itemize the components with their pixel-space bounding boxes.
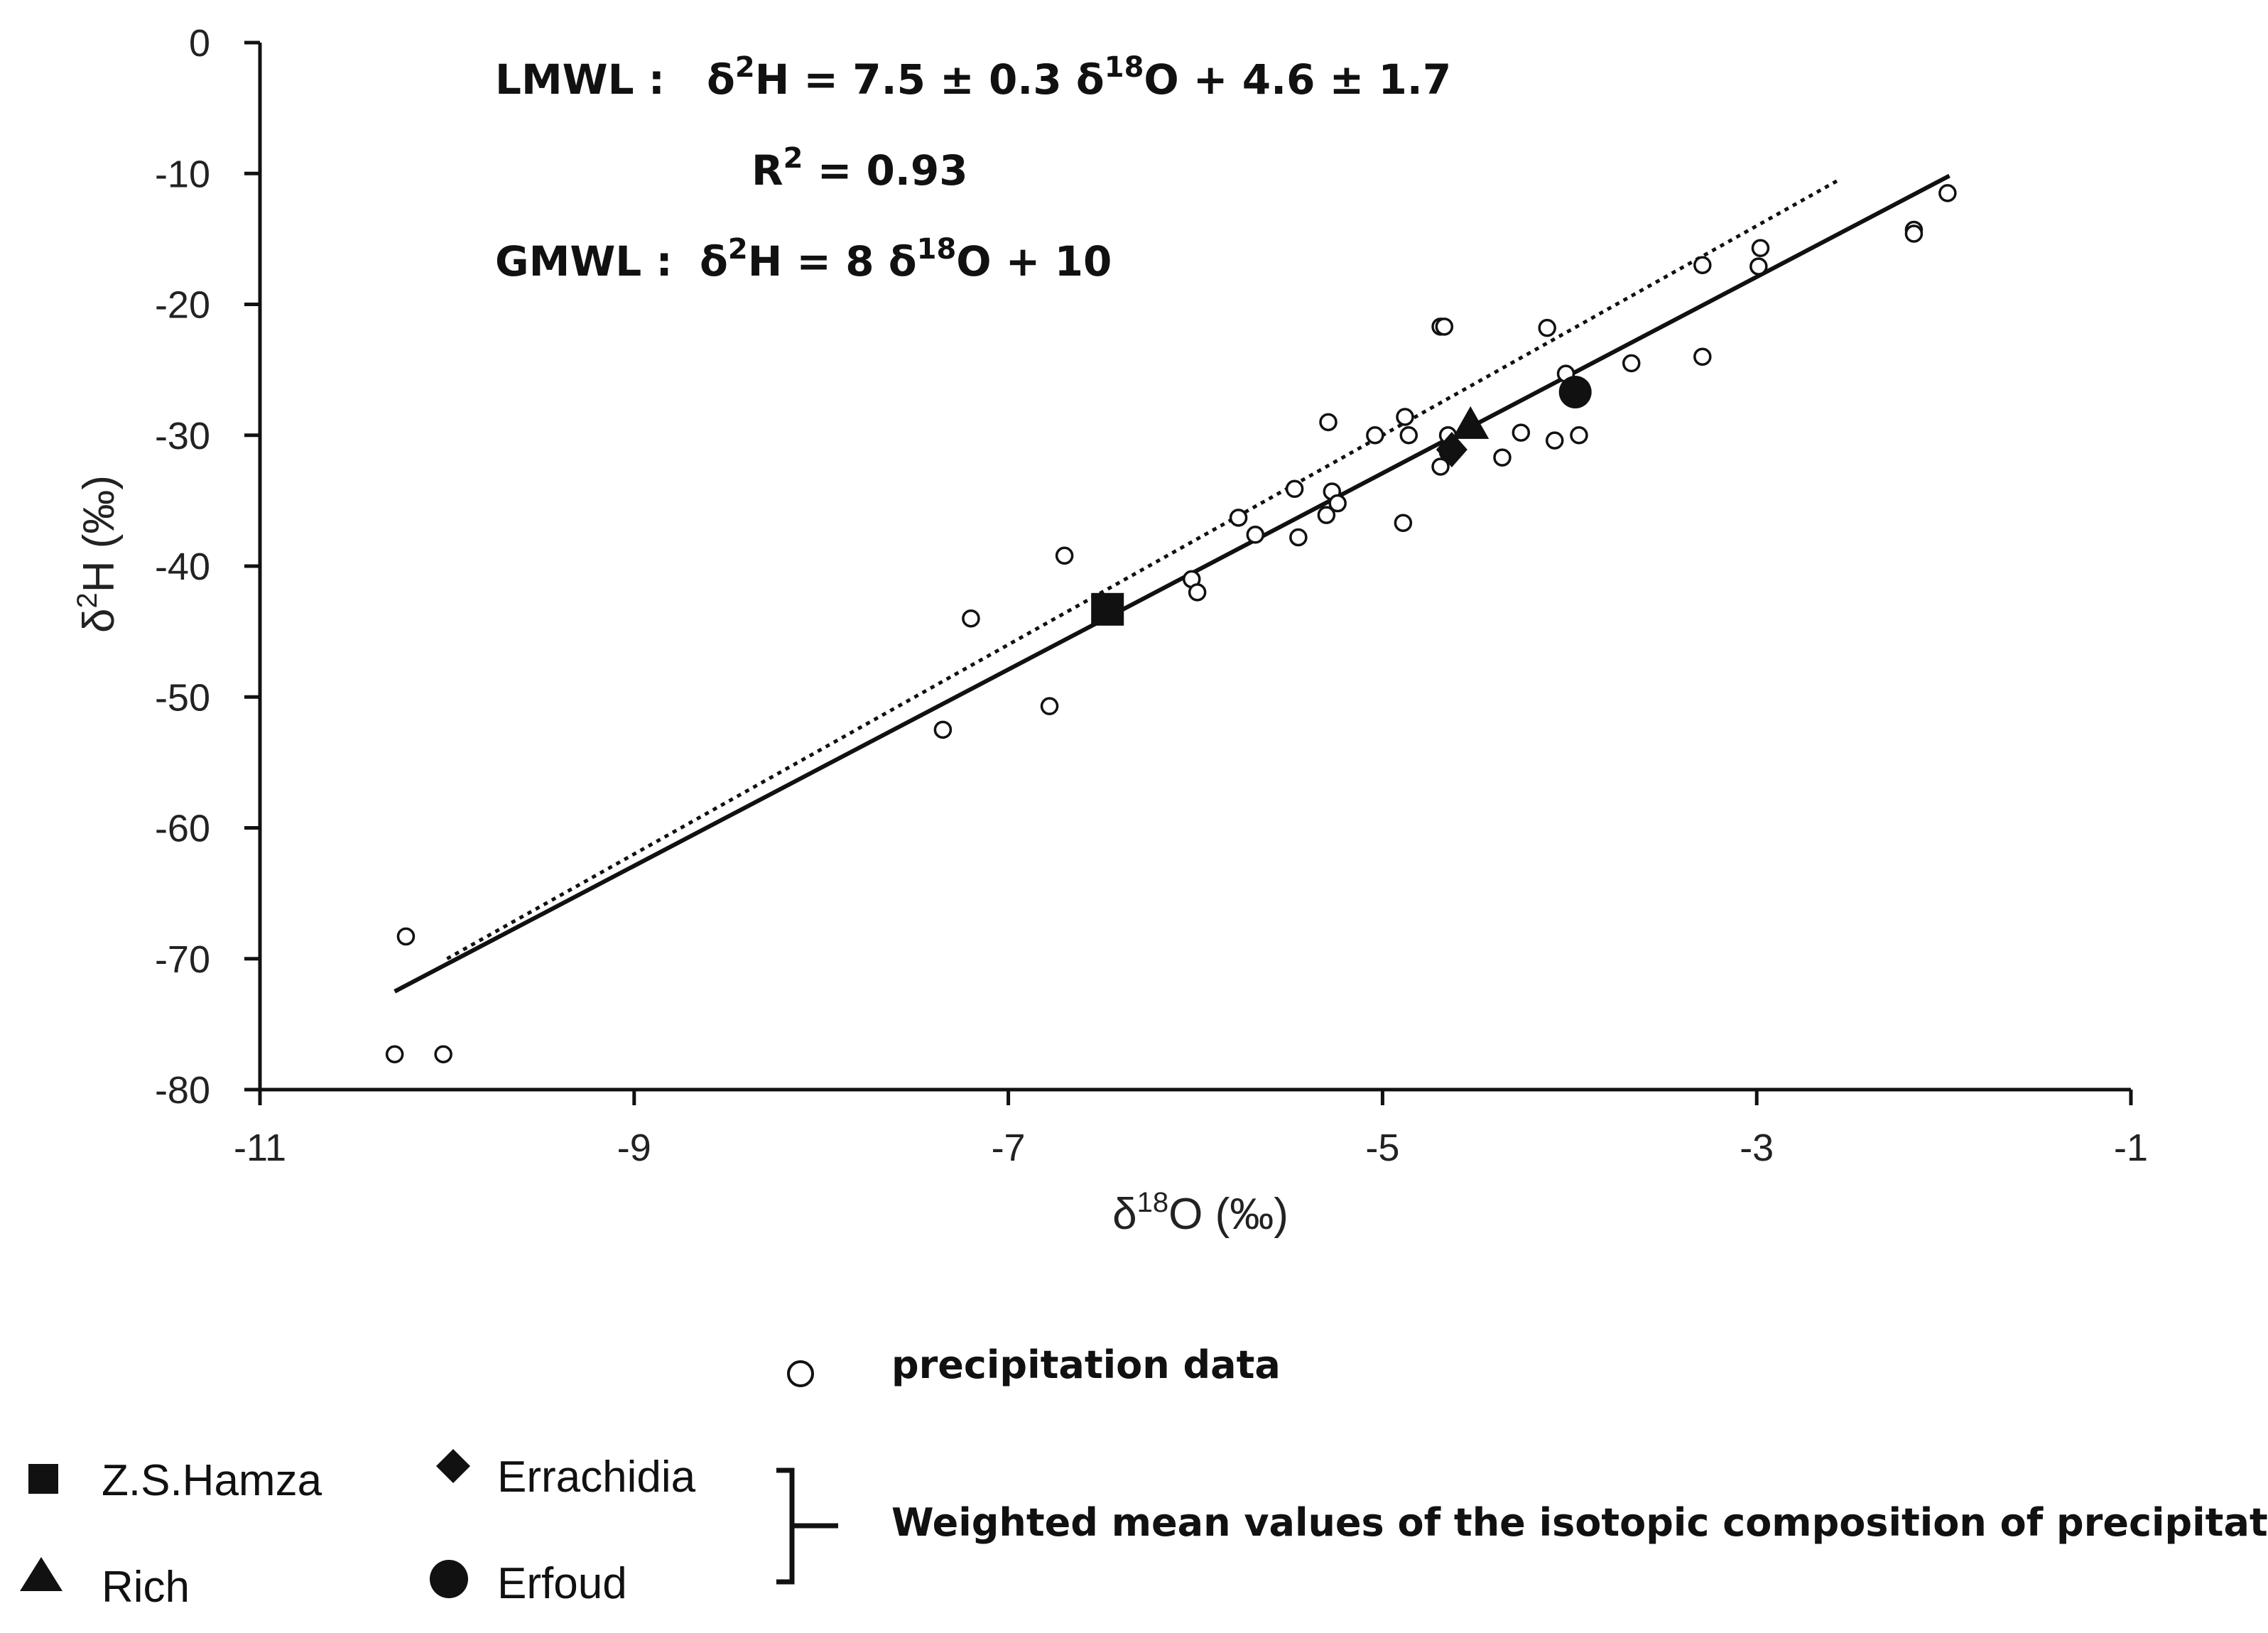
axes: -11 -9 -7 -5 -3 -10-10-20-30-40-50-60-70-80 — [155, 22, 2148, 1169]
precipitation-data-point — [1431, 457, 1450, 476]
precipitation-data-point — [1319, 413, 1338, 432]
legend: precipitation data Z.S.Hamza Errachidia … — [20, 1342, 2268, 1612]
legend-rich-label: Rich — [102, 1563, 190, 1612]
gmwl-sup1: 2 — [728, 233, 748, 266]
precipitation-data-point — [1512, 423, 1531, 442]
x-tick-label: -1 — [2114, 1127, 2148, 1169]
precipitation-data-point — [1751, 239, 1770, 258]
legend-precipitation-marker — [787, 1360, 814, 1387]
lmwl-d: δ — [707, 55, 735, 104]
y-axis-title: δ2H (‰) — [72, 475, 124, 633]
precipitation-data-point — [1229, 509, 1248, 527]
x-axis-title-rest: O (‰) — [1168, 1190, 1288, 1239]
data-points — [385, 184, 1957, 1064]
x-tick-label: -3 — [1740, 1127, 1774, 1169]
regression-lines — [394, 173, 1950, 994]
gmwl-equation: GMWL : δ2H = 8 δ18O + 10 — [495, 233, 1112, 286]
precipitation-data-point — [1749, 257, 1768, 276]
gmwl-mid1: H = 8 δ — [748, 237, 917, 286]
gmwl-sup2: 18 — [917, 233, 957, 266]
precipitation-data-point — [1396, 408, 1414, 426]
precipitation-data-point — [1622, 354, 1641, 373]
x-axis-title: δ18O (‰) — [1112, 1187, 1288, 1239]
precipitation-data-point — [434, 1045, 452, 1064]
y-tick-label: -60 — [155, 808, 210, 850]
precipitation-data-point — [1570, 426, 1588, 445]
precipitation-data-point — [1693, 256, 1712, 274]
lmwl-sup2: 18 — [1105, 51, 1144, 84]
precipitation-data-point — [933, 720, 953, 739]
lmwl-line — [394, 173, 1950, 994]
precipitation-data-point — [396, 927, 416, 946]
precipitation-data-point — [1435, 318, 1454, 336]
gmwl-line — [446, 177, 1842, 960]
legend-erfoud-label: Erfoud — [497, 1559, 627, 1608]
gmwl-prefix: GMWL : — [495, 237, 673, 286]
gmwl-mid2: O + 10 — [956, 237, 1112, 286]
y-axis-title-base: δ — [75, 609, 124, 634]
x-axis-title-sup: 18 — [1137, 1187, 1169, 1218]
legend-erfoud-marker — [430, 1560, 468, 1598]
precipitation-data-point — [1317, 506, 1336, 524]
precipitation-data-point — [1188, 583, 1207, 602]
y-axis-title-rest: H (‰) — [75, 475, 124, 592]
x-tick-label: -5 — [1365, 1127, 1399, 1169]
x-axis-title-base: δ — [1112, 1190, 1137, 1239]
legend-group-label: Weighted mean values of the isotopic com… — [891, 1500, 2268, 1545]
x-tick-label: -9 — [617, 1127, 651, 1169]
y-tick-label: 0 — [189, 22, 210, 65]
precipitation-data-point — [1904, 224, 1924, 243]
r2-sup: 2 — [783, 142, 803, 175]
y-tick-label: -50 — [155, 676, 210, 719]
precipitation-data-point — [962, 609, 980, 628]
lmwl-equation: LMWL : δ2H = 7.5 ± 0.3 δ18O + 4.6 ± 1.7 — [495, 51, 1451, 104]
legend-rich-marker — [20, 1557, 63, 1591]
precipitation-data-point — [385, 1045, 404, 1064]
y-tick-label: -10 — [155, 153, 210, 195]
precipitation-data-point — [1040, 697, 1059, 715]
precipitation-data-point — [1493, 448, 1512, 467]
r2-rest: = 0.93 — [803, 146, 968, 195]
legend-zshamza-label: Z.S.Hamza — [102, 1456, 322, 1505]
gmwl-d: δ — [700, 237, 728, 286]
erfoud-point — [1558, 375, 1592, 408]
legend-errachidia-marker — [436, 1449, 470, 1483]
y-tick-label: -80 — [155, 1069, 210, 1112]
r2-prefix: R — [752, 146, 783, 195]
precipitation-data-point — [1285, 479, 1304, 499]
precipitation-data-point — [1545, 431, 1564, 450]
y-axis-title-sup: 2 — [72, 592, 103, 608]
precipitation-data-point — [1693, 347, 1712, 366]
lmwl-prefix: LMWL : — [495, 55, 665, 104]
y-tick-label: -70 — [155, 938, 210, 981]
rich-point — [1452, 406, 1490, 439]
errachidia-point — [1436, 432, 1467, 468]
x-tick-label: -7 — [992, 1127, 1026, 1169]
precipitation-data-point — [1055, 546, 1074, 565]
precipitation-data-point — [1938, 184, 1957, 202]
precipitation-data-point — [1394, 514, 1413, 532]
precipitation-data-point — [1399, 426, 1418, 445]
legend-precipitation-label: precipitation data — [891, 1342, 1281, 1387]
lmwl-sup1: 2 — [735, 51, 755, 84]
legend-errachidia-label: Errachidia — [497, 1453, 696, 1502]
y-tick-label: -30 — [155, 415, 210, 457]
precipitation-data-point — [1328, 494, 1347, 513]
y-tick-label: -20 — [155, 284, 210, 327]
precipitation-data-point — [1289, 528, 1308, 547]
legend-brace — [776, 1467, 838, 1585]
precipitation-data-point — [1538, 318, 1556, 337]
precipitation-data-point — [1366, 426, 1384, 445]
r2-equation: R2 = 0.93 — [752, 142, 968, 195]
x-tick-label: -11 — [234, 1127, 286, 1169]
lmwl-mid2: O + 4.6 ± 1.7 — [1144, 55, 1451, 104]
y-tick-label: -40 — [155, 546, 210, 588]
lmwl-mid1: H = 7.5 ± 0.3 δ — [755, 55, 1105, 104]
legend-zshamza-marker — [28, 1464, 58, 1494]
z-s-hamza-point — [1091, 592, 1124, 626]
precipitation-data-point — [1246, 526, 1265, 544]
